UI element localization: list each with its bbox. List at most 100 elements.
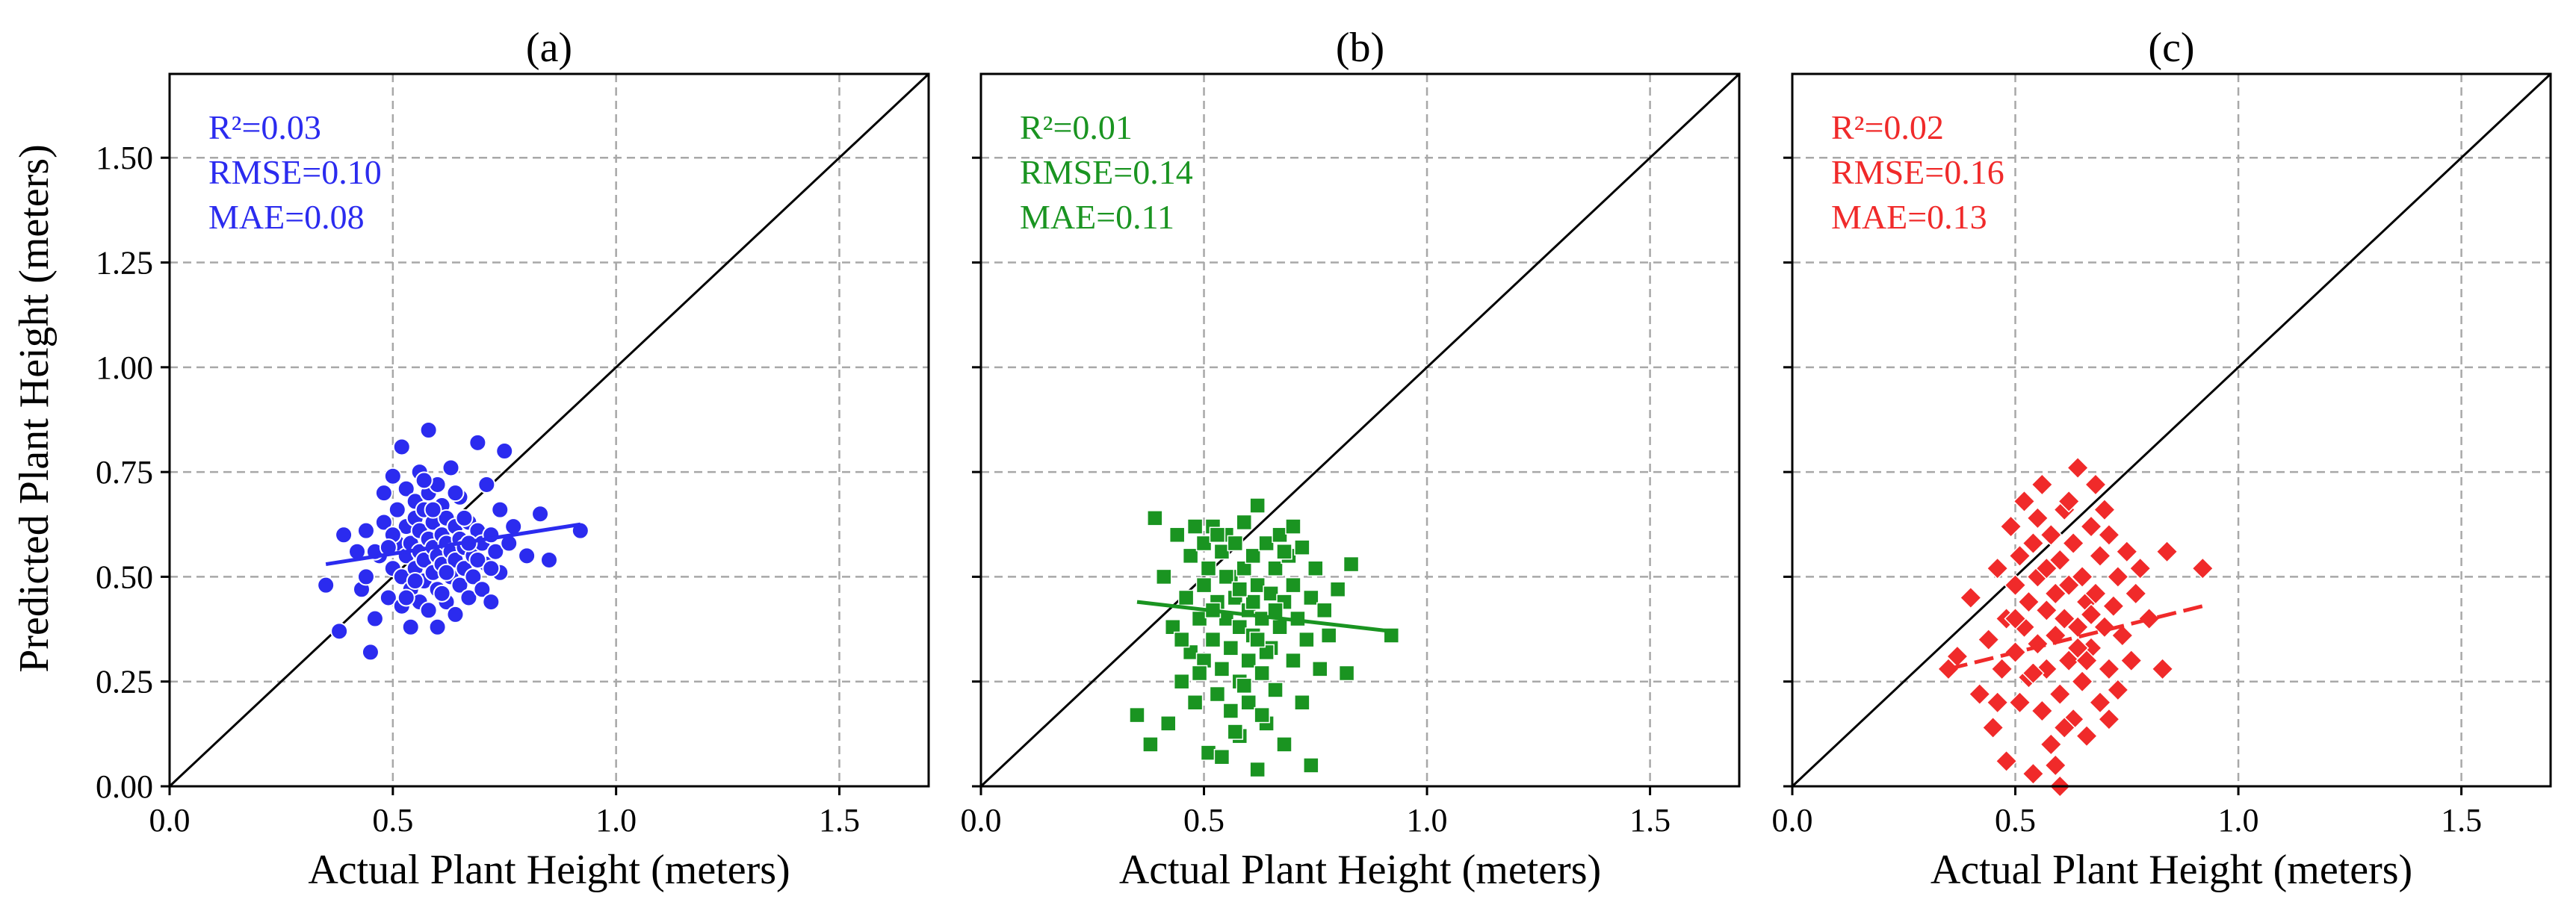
data-point xyxy=(2124,582,2147,605)
y-tick-label: 0.25 xyxy=(96,664,153,700)
data-point xyxy=(361,643,380,662)
data-point xyxy=(1213,748,1230,765)
data-point xyxy=(1222,703,1239,719)
data-point xyxy=(1990,657,2013,680)
data-point xyxy=(2097,708,2120,731)
data-point xyxy=(1182,644,1199,661)
plot-frame xyxy=(979,72,1741,788)
data-point xyxy=(1222,640,1239,656)
metric-annotation: MAE=0.11 xyxy=(1020,198,1174,236)
data-point xyxy=(2128,557,2152,580)
data-point xyxy=(1245,547,1261,565)
data-point xyxy=(356,568,375,586)
data-point xyxy=(2093,498,2117,521)
data-point xyxy=(1227,724,1244,740)
data-point xyxy=(451,576,469,594)
data-point xyxy=(401,618,420,636)
data-point xyxy=(1209,526,1226,544)
data-point xyxy=(1173,631,1190,648)
data-point xyxy=(1338,665,1355,682)
metric-annotation: R²=0.02 xyxy=(1831,108,1944,146)
data-point xyxy=(2031,473,2054,497)
data-point xyxy=(1218,568,1235,585)
x-tick-label: 0.5 xyxy=(1183,802,1224,839)
data-point xyxy=(1267,560,1284,576)
data-point xyxy=(1236,677,1253,694)
data-point xyxy=(2075,649,2099,672)
data-point xyxy=(406,572,424,591)
data-point xyxy=(1995,750,2018,773)
data-point xyxy=(2097,657,2120,680)
x-axis-label: Actual Plant Height (meters) xyxy=(308,847,790,893)
data-point xyxy=(1312,661,1328,677)
data-point xyxy=(2022,762,2045,786)
data-point xyxy=(459,588,478,607)
identity-line xyxy=(1791,72,2552,788)
series-points xyxy=(1936,456,2214,798)
x-axis-label: Actual Plant Height (meters) xyxy=(1119,847,1601,893)
data-point xyxy=(2111,624,2134,647)
x-tick-label: 1.0 xyxy=(595,802,637,839)
data-point xyxy=(468,550,487,569)
data-point xyxy=(1294,694,1310,711)
y-tick-label: 0.75 xyxy=(96,454,153,491)
data-point xyxy=(2022,662,2045,685)
data-point xyxy=(2075,724,2099,747)
metric-annotation: R²=0.03 xyxy=(208,108,321,146)
data-point xyxy=(540,550,558,569)
data-point xyxy=(2079,515,2103,538)
data-point xyxy=(1267,682,1284,698)
data-point xyxy=(1316,602,1333,619)
data-point xyxy=(1285,518,1301,535)
data-point xyxy=(1213,543,1230,560)
data-point xyxy=(428,618,447,636)
y-tick-label: 0.00 xyxy=(96,768,153,805)
data-point xyxy=(1147,510,1163,526)
regression-line xyxy=(1136,600,1392,633)
data-point xyxy=(1186,694,1204,711)
data-point xyxy=(2062,532,2085,555)
data-point xyxy=(2106,565,2129,588)
data-point xyxy=(1240,694,1257,711)
data-point xyxy=(2053,607,2076,630)
data-point xyxy=(1272,526,1288,544)
data-point xyxy=(1254,706,1270,724)
x-tick-label: 1.5 xyxy=(1629,802,1671,839)
x-tick-label: 0.0 xyxy=(149,802,191,839)
data-point xyxy=(397,588,415,607)
data-point xyxy=(1240,652,1257,669)
data-point xyxy=(2013,490,2036,513)
data-point xyxy=(1195,576,1213,594)
y-tick-label: 0.50 xyxy=(96,559,153,595)
data-point xyxy=(1959,586,1982,609)
x-tick-label: 0.0 xyxy=(961,802,1002,839)
data-point xyxy=(2151,657,2174,680)
panel-2: 0.0 0.5 1.0 1.5 (c) Actual Plant Height (mete… xyxy=(1772,25,2552,893)
x-tick-label: 1.0 xyxy=(1407,802,1448,839)
regression-line xyxy=(325,522,581,567)
y-tick-label: 1.00 xyxy=(96,349,153,386)
data-point xyxy=(1213,661,1230,677)
panel-title: (a) xyxy=(526,25,572,71)
data-point xyxy=(1249,631,1266,648)
data-point xyxy=(2004,573,2027,597)
data-point xyxy=(1245,594,1261,610)
data-point xyxy=(495,442,514,461)
data-point xyxy=(2053,716,2076,739)
data-point xyxy=(2040,523,2063,547)
metric-annotation: RMSE=0.16 xyxy=(1831,153,2004,191)
data-point xyxy=(1307,560,1324,576)
data-point xyxy=(2071,565,2094,588)
data-point xyxy=(1231,619,1248,635)
data-point xyxy=(2004,607,2027,630)
data-point xyxy=(1236,514,1253,531)
data-point xyxy=(468,433,487,452)
data-point xyxy=(1303,589,1319,606)
data-point xyxy=(2035,557,2058,580)
data-point xyxy=(424,500,442,519)
data-point xyxy=(2022,532,2045,555)
data-point xyxy=(1249,761,1266,778)
data-point xyxy=(1981,716,2004,739)
data-point xyxy=(2088,691,2112,714)
data-point xyxy=(415,471,433,490)
